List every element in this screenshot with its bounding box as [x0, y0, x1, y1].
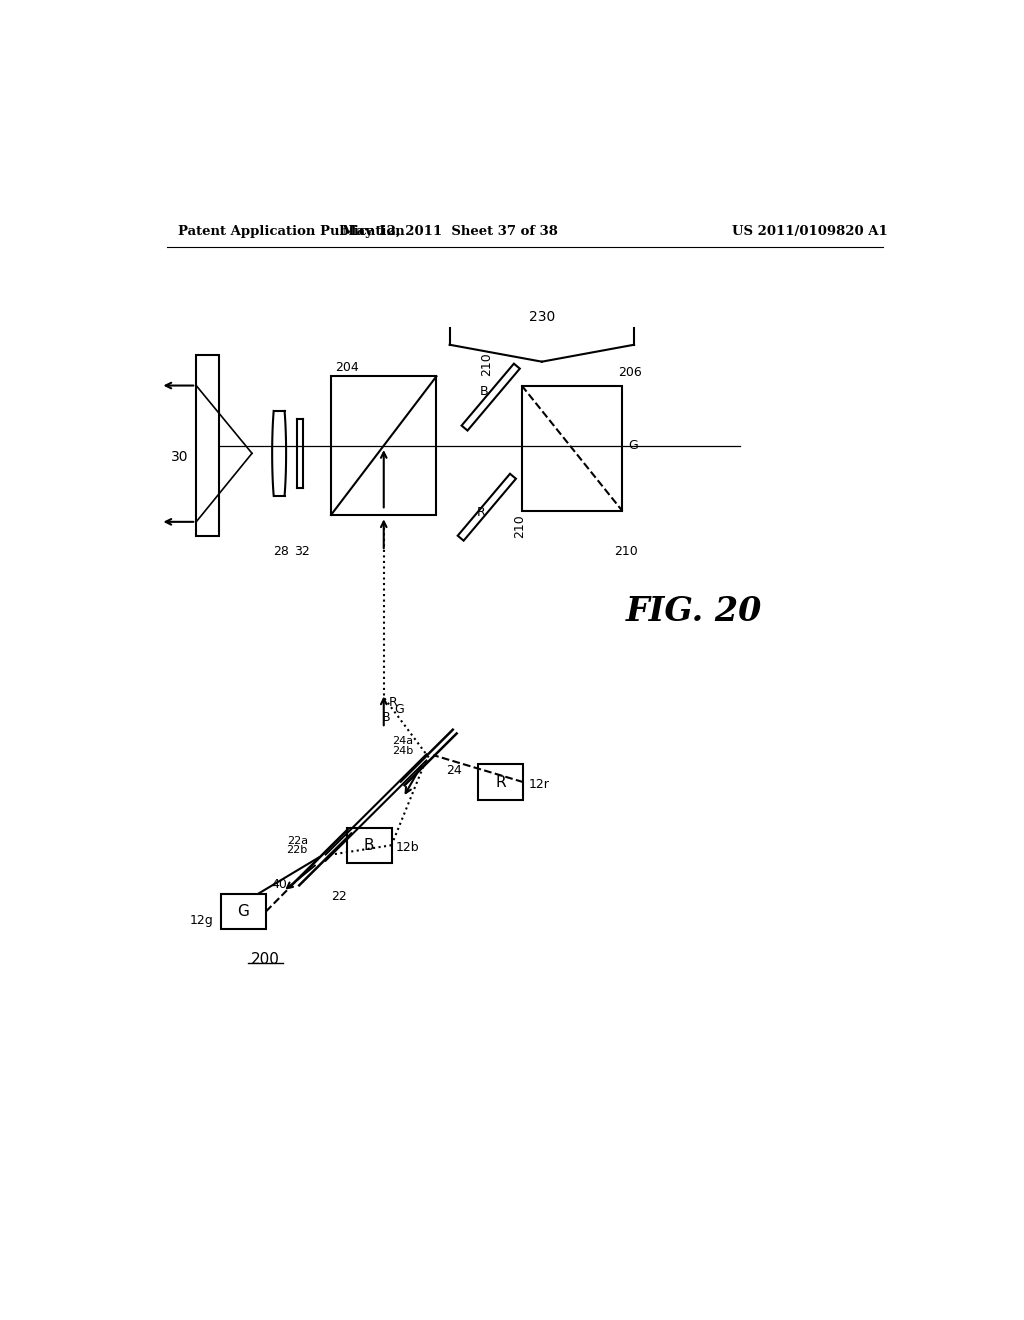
Text: B: B	[480, 385, 488, 399]
Text: 24: 24	[445, 764, 462, 777]
Text: 12b: 12b	[395, 841, 419, 854]
Text: G: G	[394, 704, 403, 717]
Text: 204: 204	[335, 362, 358, 375]
Text: 24a: 24a	[392, 737, 414, 746]
Text: 24b: 24b	[392, 746, 414, 755]
Text: May 12, 2011  Sheet 37 of 38: May 12, 2011 Sheet 37 of 38	[342, 224, 557, 238]
Bar	[197, 355, 219, 536]
Text: 22a: 22a	[287, 836, 308, 846]
Bar	[331, 376, 436, 515]
Text: 206: 206	[618, 366, 642, 379]
Text: 210: 210	[480, 352, 494, 376]
Text: 210: 210	[614, 545, 638, 557]
Text: R: R	[476, 506, 485, 519]
Text: G: G	[238, 904, 250, 919]
Text: US 2011/0109820 A1: US 2011/0109820 A1	[732, 224, 888, 238]
Text: 32: 32	[294, 545, 309, 557]
Text: R: R	[496, 775, 506, 789]
Bar	[521, 385, 623, 511]
Text: 210: 210	[513, 515, 526, 539]
Text: R: R	[388, 696, 397, 709]
Text: G: G	[628, 440, 638, 453]
Text: FIG. 20: FIG. 20	[626, 594, 762, 628]
Text: 22b: 22b	[287, 845, 308, 855]
Text: 22: 22	[331, 890, 347, 903]
Text: 28: 28	[272, 545, 289, 557]
Text: 12r: 12r	[528, 777, 549, 791]
Text: 12g: 12g	[189, 915, 213, 927]
Bar	[221, 894, 266, 929]
Text: 200: 200	[251, 952, 280, 966]
Text: 40: 40	[271, 878, 288, 891]
Bar	[346, 828, 391, 863]
Text: Patent Application Publication: Patent Application Publication	[178, 224, 406, 238]
Text: 230: 230	[528, 310, 555, 323]
Bar	[478, 764, 523, 800]
Text: B: B	[364, 838, 375, 853]
Text: 30: 30	[171, 450, 188, 465]
Text: B: B	[381, 711, 390, 723]
